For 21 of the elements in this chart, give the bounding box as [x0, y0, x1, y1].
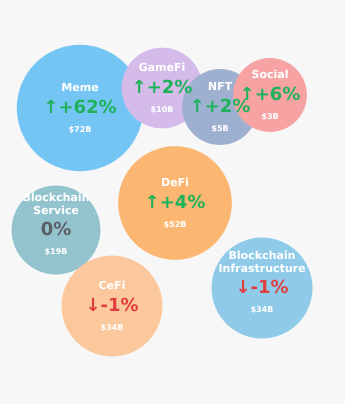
- data-label: ↑+2%: [132, 77, 192, 98]
- data-label: ↑+62%: [43, 97, 117, 118]
- category-label: CeFi: [98, 279, 126, 292]
- data-label: $34B: [100, 323, 124, 332]
- category-label: GameFi: [138, 61, 186, 74]
- data-label: ↓-1%: [85, 295, 139, 316]
- data-label: $10B: [150, 105, 174, 114]
- category-label: Social: [252, 68, 288, 81]
- category-label: Meme: [61, 81, 99, 94]
- category-label: NFT: [208, 80, 233, 93]
- data-label: ↑+4%: [144, 192, 206, 213]
- data-label: $5B: [211, 124, 229, 133]
- data-label: $3B: [261, 112, 279, 121]
- category-label: DeFi: [161, 176, 189, 189]
- data-label: $34B: [250, 305, 274, 314]
- data-label: $52B: [164, 220, 186, 229]
- data-label: $72B: [68, 125, 92, 134]
- data-label: 0%: [40, 219, 72, 240]
- category-label: Blockchain Infrastructure: [218, 249, 306, 275]
- data-label: $19B: [44, 247, 68, 256]
- data-label: ↓-1%: [235, 277, 289, 298]
